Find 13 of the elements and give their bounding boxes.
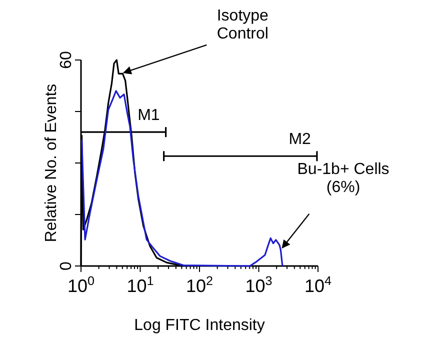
x-tick-label: 10$^{0}$ — [67, 274, 95, 296]
x-tick-label: 10$^{4}$ — [304, 274, 332, 296]
y-tick-label: 0 — [58, 261, 75, 270]
x-axis-title: Log FITC Intensity — [134, 317, 265, 334]
x-tick-label: 10$^{1}$ — [126, 274, 154, 296]
series-label: M2 — [288, 131, 312, 148]
x-tick-label: 10$^{2}$ — [186, 274, 214, 296]
y-axis-title: Relative No. of Events — [43, 84, 60, 242]
annotation: Bu-1b+ Cells (6%) — [297, 160, 390, 196]
series-label: M1 — [138, 107, 160, 124]
annotation: Isotype Control — [216, 8, 269, 43]
y-tick-label: 60 — [58, 51, 75, 69]
x-tick-label: 10$^{3}$ — [245, 274, 272, 296]
